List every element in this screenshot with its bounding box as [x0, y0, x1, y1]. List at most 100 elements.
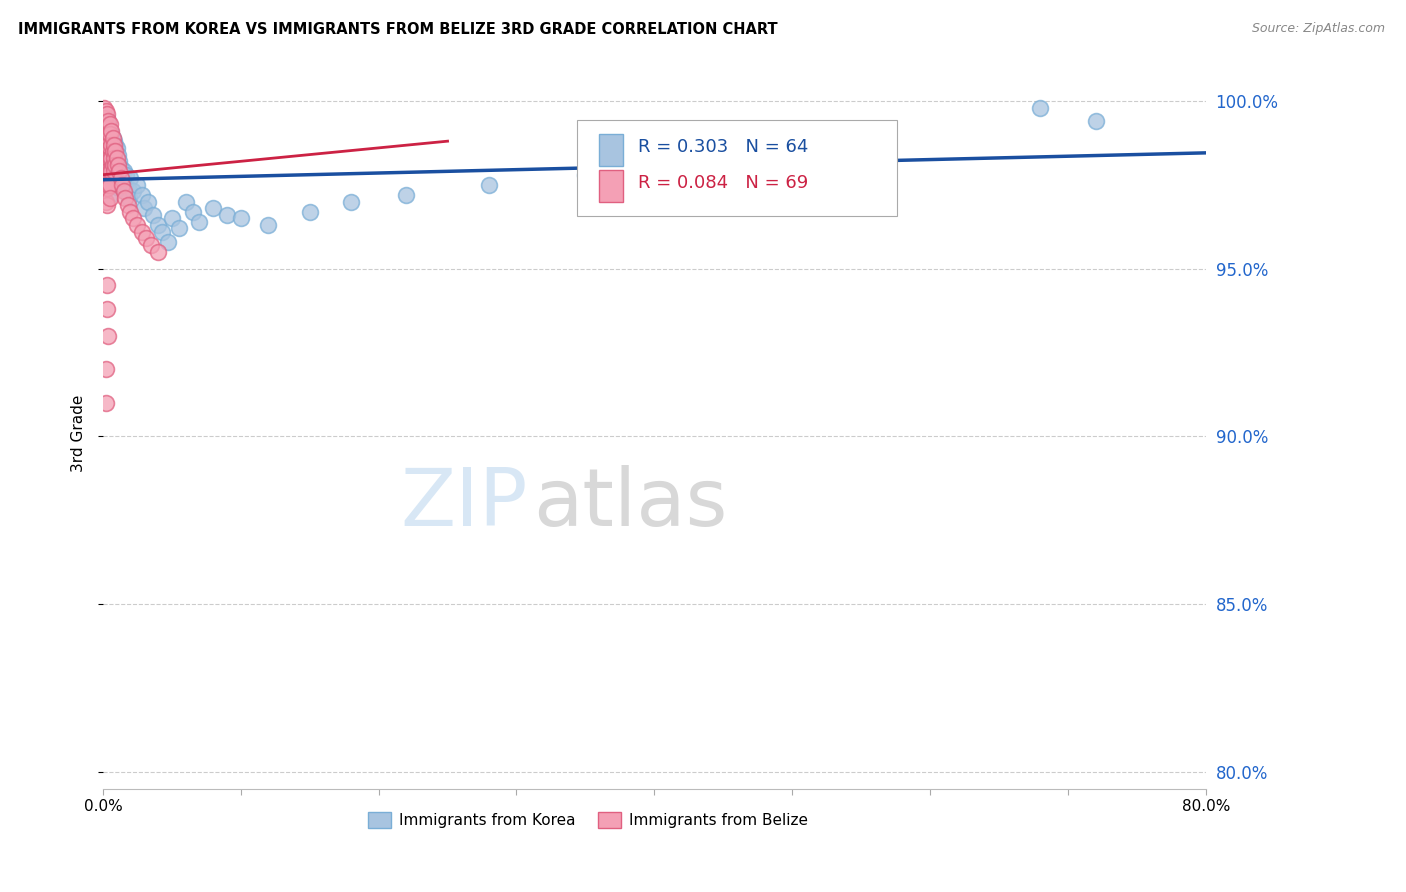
- Point: [257, 218, 280, 232]
- Point: [98, 145, 121, 159]
- Point: [156, 235, 179, 249]
- Point: [131, 187, 153, 202]
- Point: [97, 178, 120, 192]
- Point: [105, 141, 128, 155]
- Point: [188, 215, 211, 229]
- Point: [103, 151, 125, 165]
- Point: [93, 131, 115, 145]
- Point: [97, 141, 120, 155]
- Point: [97, 137, 120, 152]
- Point: [94, 145, 117, 159]
- Point: [96, 131, 118, 145]
- Point: [98, 128, 121, 142]
- Point: [120, 171, 142, 186]
- Point: [98, 124, 121, 138]
- Point: [103, 134, 125, 148]
- Point: [101, 145, 124, 159]
- Point: [98, 141, 121, 155]
- Point: [110, 161, 132, 175]
- Point: [108, 181, 131, 195]
- Point: [138, 194, 160, 209]
- Point: [340, 194, 363, 209]
- Point: [94, 194, 117, 209]
- Point: [97, 151, 120, 165]
- Point: [97, 128, 120, 142]
- Point: [94, 131, 117, 145]
- Point: [141, 208, 163, 222]
- Point: [98, 187, 121, 202]
- Point: [1084, 114, 1107, 128]
- Point: [105, 171, 128, 186]
- Point: [93, 154, 115, 169]
- Point: [229, 211, 252, 226]
- Point: [96, 145, 118, 159]
- Point: [94, 396, 117, 410]
- Point: [105, 151, 128, 165]
- Point: [202, 201, 225, 215]
- Point: [134, 201, 156, 215]
- Point: [160, 211, 183, 226]
- Point: [94, 181, 117, 195]
- Point: [101, 178, 124, 192]
- Point: [111, 174, 134, 188]
- Point: [96, 181, 118, 195]
- Point: [122, 211, 145, 226]
- Point: [478, 178, 501, 192]
- Point: [93, 101, 115, 115]
- Point: [100, 174, 122, 188]
- Point: [141, 238, 163, 252]
- Point: [574, 168, 596, 182]
- Point: [96, 168, 118, 182]
- Point: [98, 178, 121, 192]
- Point: [98, 151, 121, 165]
- Point: [107, 158, 129, 172]
- Point: [181, 204, 204, 219]
- Point: [93, 120, 115, 135]
- Point: [167, 221, 190, 235]
- Point: [1029, 101, 1052, 115]
- Point: [174, 194, 197, 209]
- Point: [110, 171, 132, 186]
- Text: ZIP: ZIP: [401, 465, 527, 543]
- Point: [298, 204, 321, 219]
- Point: [96, 154, 118, 169]
- Y-axis label: 3rd Grade: 3rd Grade: [72, 394, 86, 472]
- Point: [107, 178, 129, 192]
- Point: [100, 151, 122, 165]
- Point: [93, 181, 115, 195]
- Point: [127, 178, 149, 192]
- Point: [115, 168, 138, 182]
- Point: [118, 191, 141, 205]
- Point: [96, 198, 118, 212]
- Point: [127, 218, 149, 232]
- Point: [104, 145, 127, 159]
- Point: [100, 124, 122, 138]
- Point: [93, 111, 115, 125]
- Text: R = 0.084   N = 69: R = 0.084 N = 69: [638, 174, 808, 192]
- Point: [94, 103, 117, 118]
- Point: [117, 181, 139, 195]
- Point: [98, 117, 121, 131]
- Point: [98, 164, 121, 178]
- Point: [93, 168, 115, 182]
- Point: [135, 231, 157, 245]
- Point: [395, 187, 418, 202]
- Point: [96, 301, 118, 316]
- Point: [96, 134, 118, 148]
- Point: [101, 131, 124, 145]
- Point: [97, 164, 120, 178]
- Point: [100, 151, 122, 165]
- Point: [94, 168, 117, 182]
- Point: [114, 191, 136, 205]
- FancyBboxPatch shape: [599, 135, 623, 166]
- FancyBboxPatch shape: [576, 120, 897, 216]
- Point: [93, 120, 115, 135]
- Point: [97, 164, 120, 178]
- Point: [98, 191, 121, 205]
- Text: Source: ZipAtlas.com: Source: ZipAtlas.com: [1251, 22, 1385, 36]
- Point: [114, 178, 136, 192]
- Point: [849, 154, 872, 169]
- Point: [97, 114, 120, 128]
- Point: [108, 154, 131, 169]
- Point: [215, 208, 238, 222]
